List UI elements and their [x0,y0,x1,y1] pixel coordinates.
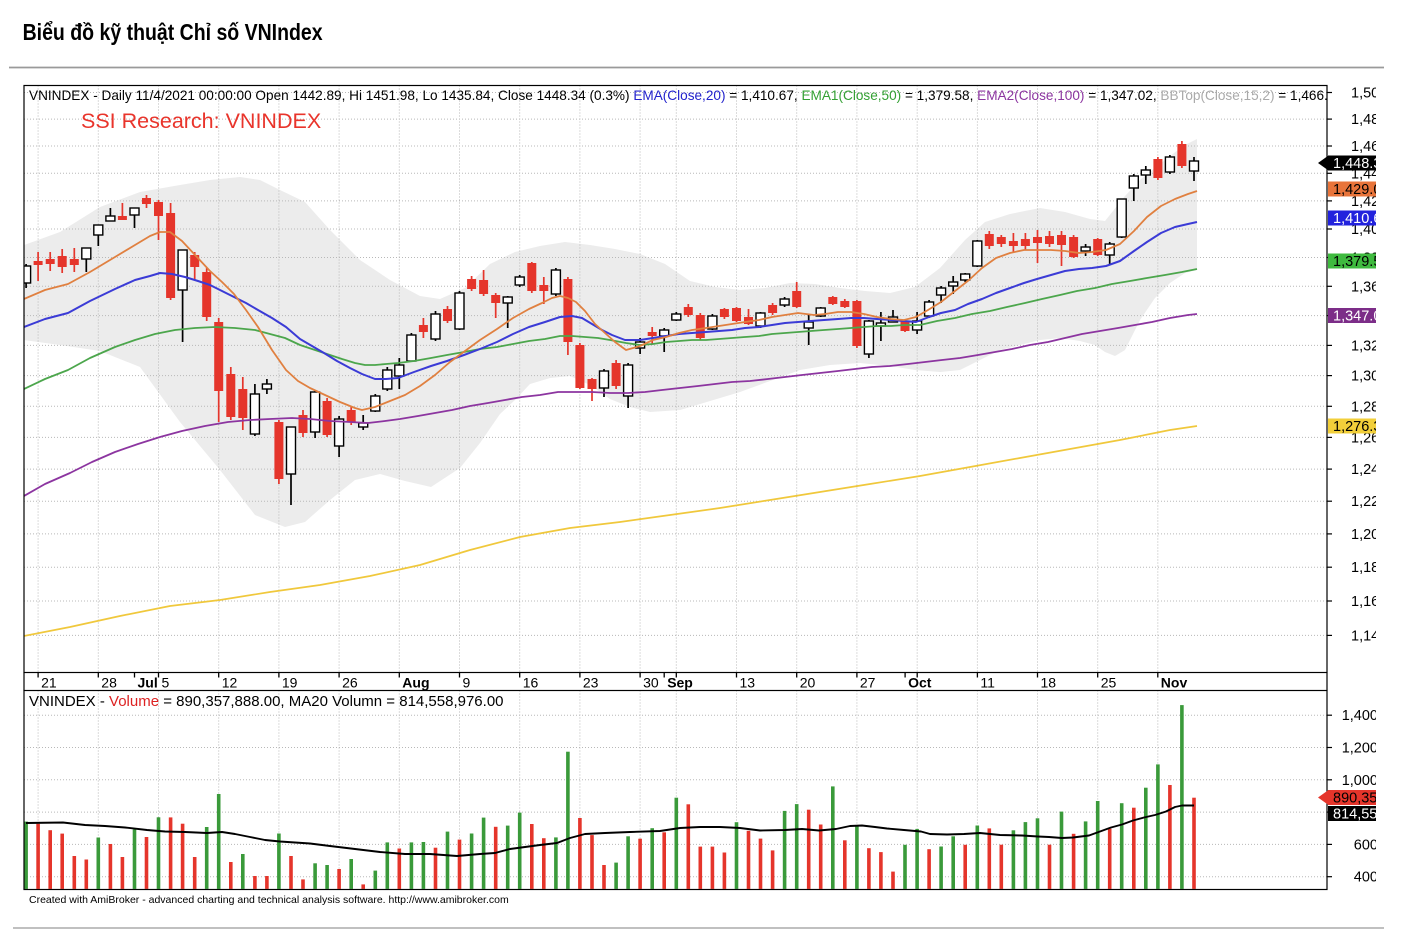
svg-text:1,480: 1,480 [1351,112,1387,128]
svg-text:11: 11 [980,675,995,691]
svg-text:21: 21 [41,675,57,691]
svg-text:1,460: 1,460 [1351,139,1387,155]
svg-text:1,379.58: 1,379.58 [1333,254,1389,270]
svg-text:1,180: 1,180 [1351,560,1387,576]
svg-text:20: 20 [800,675,816,691]
svg-text:19: 19 [282,675,298,691]
svg-text:1,410.67: 1,410.67 [1333,211,1389,227]
svg-text:1,140: 1,140 [1351,628,1387,644]
svg-text:1,240: 1,240 [1351,462,1387,478]
svg-text:1,200: 1,200 [1342,741,1378,757]
svg-text:1,000: 1,000 [1342,773,1378,789]
svg-text:18: 18 [1041,675,1057,691]
svg-text:1,500: 1,500 [1351,86,1387,102]
svg-text:1,300: 1,300 [1351,369,1387,385]
svg-text:SSI Research: VNINDEX: SSI Research: VNINDEX [81,109,321,133]
svg-text:1,220: 1,220 [1351,494,1387,510]
svg-text:1,200: 1,200 [1351,527,1387,543]
svg-text:16: 16 [523,675,539,691]
svg-text:1,420: 1,420 [1351,194,1387,210]
svg-text:9: 9 [463,675,471,691]
svg-text:1,360: 1,360 [1351,279,1387,295]
svg-text:1,400: 1,400 [1342,708,1378,724]
svg-text:Oct: Oct [908,675,932,691]
svg-text:1,320: 1,320 [1351,338,1387,354]
svg-text:23: 23 [583,675,599,691]
svg-text:600: 600 [1354,837,1378,853]
svg-text:1,347.02: 1,347.02 [1333,309,1389,325]
svg-text:814,558,9: 814,558,9 [1333,807,1398,823]
svg-text:Jul: Jul [138,675,158,691]
svg-text:28: 28 [101,675,117,691]
svg-text:25: 25 [1101,675,1117,691]
svg-text:30: 30 [643,675,659,691]
svg-text:Aug: Aug [402,675,429,691]
svg-text:Nov: Nov [1161,675,1188,691]
svg-text:1,276.32: 1,276.32 [1333,419,1389,435]
svg-text:Created with AmiBroker - advan: Created with AmiBroker - advanced charti… [29,894,509,906]
svg-text:1,429.08: 1,429.08 [1333,182,1389,198]
svg-text:Sep: Sep [667,675,693,691]
svg-text:1,400: 1,400 [1351,222,1387,238]
svg-text:1,448.34: 1,448.34 [1333,156,1389,172]
svg-text:1,260: 1,260 [1351,430,1387,446]
svg-text:Biểu đồ kỹ thuật Chỉ số VNInde: Biểu đồ kỹ thuật Chỉ số VNIndex [23,19,323,45]
svg-text:1,280: 1,280 [1351,399,1387,415]
svg-text:VNINDEX - Volume = 890,357,888: VNINDEX - Volume = 890,357,888.00, MA20 … [29,693,504,710]
svg-text:VNINDEX - Daily 11/4/2021 00:0: VNINDEX - Daily 11/4/2021 00:00:00 Open … [29,88,1343,103]
svg-text:13: 13 [740,675,756,691]
svg-text:890,357,8: 890,357,8 [1333,791,1398,807]
svg-text:1,160: 1,160 [1351,594,1387,610]
svg-text:26: 26 [342,675,358,691]
svg-text:5: 5 [162,675,170,691]
svg-text:27: 27 [860,675,876,691]
svg-text:400: 400 [1354,870,1378,886]
svg-text:12: 12 [222,675,238,691]
